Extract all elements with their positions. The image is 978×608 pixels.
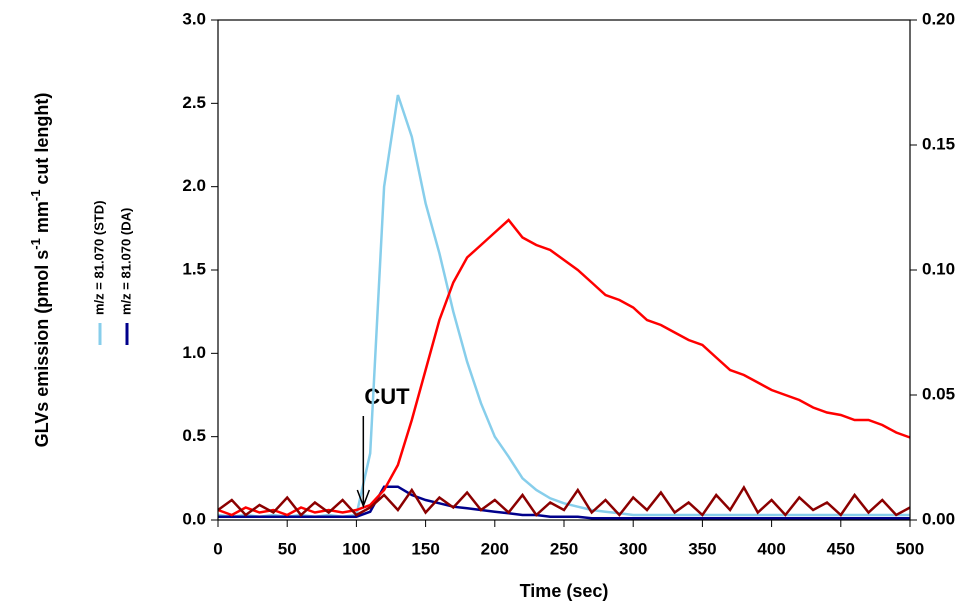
- x-tick-label: 350: [688, 539, 716, 558]
- annotation: CUT: [364, 384, 410, 409]
- y-tick-label: 2.5: [182, 93, 206, 112]
- legend-label: m/z = 81.070 (DA): [118, 208, 133, 315]
- y-axis-title-sup: -1: [28, 190, 43, 202]
- plot-frame: [217, 19, 911, 521]
- y-tick-label: 3.0: [182, 9, 206, 28]
- x-tick-label: 300: [619, 539, 647, 558]
- x-axis-title: Time (sec): [520, 581, 609, 601]
- x-tick-label: 400: [757, 539, 785, 558]
- y-tick-label: 1.0: [182, 343, 206, 362]
- y-axis-title-part: cut lenght): [32, 93, 52, 190]
- y2-tick-label: 0.20: [922, 9, 955, 28]
- y-tick-label: 1.5: [182, 259, 206, 278]
- x-tick-label: 450: [827, 539, 855, 558]
- y2-tick-label: 0.15: [922, 134, 955, 153]
- x-tick-label: 50: [278, 539, 297, 558]
- annotation-arrow: [356, 416, 371, 509]
- y2-tick-label: 0.05: [922, 384, 955, 403]
- x-tick-label: 100: [342, 539, 370, 558]
- data-line: [217, 94, 910, 518]
- y-tick-label: 2.0: [182, 176, 206, 195]
- y-axis-title-sup: -1: [28, 238, 43, 250]
- x-tick-label: 500: [896, 539, 924, 558]
- x-tick-label: 250: [550, 539, 578, 558]
- y2-tick-label: 0.00: [922, 509, 955, 528]
- x-tick-label: 150: [411, 539, 439, 558]
- data-line: [217, 218, 911, 517]
- y2-tick-label: 0.10: [922, 259, 955, 278]
- x-tick-label: 0: [213, 539, 222, 558]
- x-tick-label: 200: [481, 539, 509, 558]
- y-axis-title-part: mm: [32, 201, 52, 238]
- y-tick-label: 0.5: [182, 426, 206, 445]
- legend-label: m/z = 81.070 (STD): [91, 200, 106, 315]
- data-line: [218, 485, 910, 520]
- y-axis-title-part: GLVs emission (pmol s: [32, 250, 52, 448]
- data-line: [217, 485, 911, 517]
- y-axis-title: GLVs emission (pmol s-1 mm-1 cut lenght): [28, 93, 52, 448]
- y-tick-label: 0.0: [182, 509, 206, 528]
- legend-item: m/z = 81.070 (STD): [91, 200, 106, 345]
- legend-item: m/z = 81.070 (DA): [118, 208, 133, 345]
